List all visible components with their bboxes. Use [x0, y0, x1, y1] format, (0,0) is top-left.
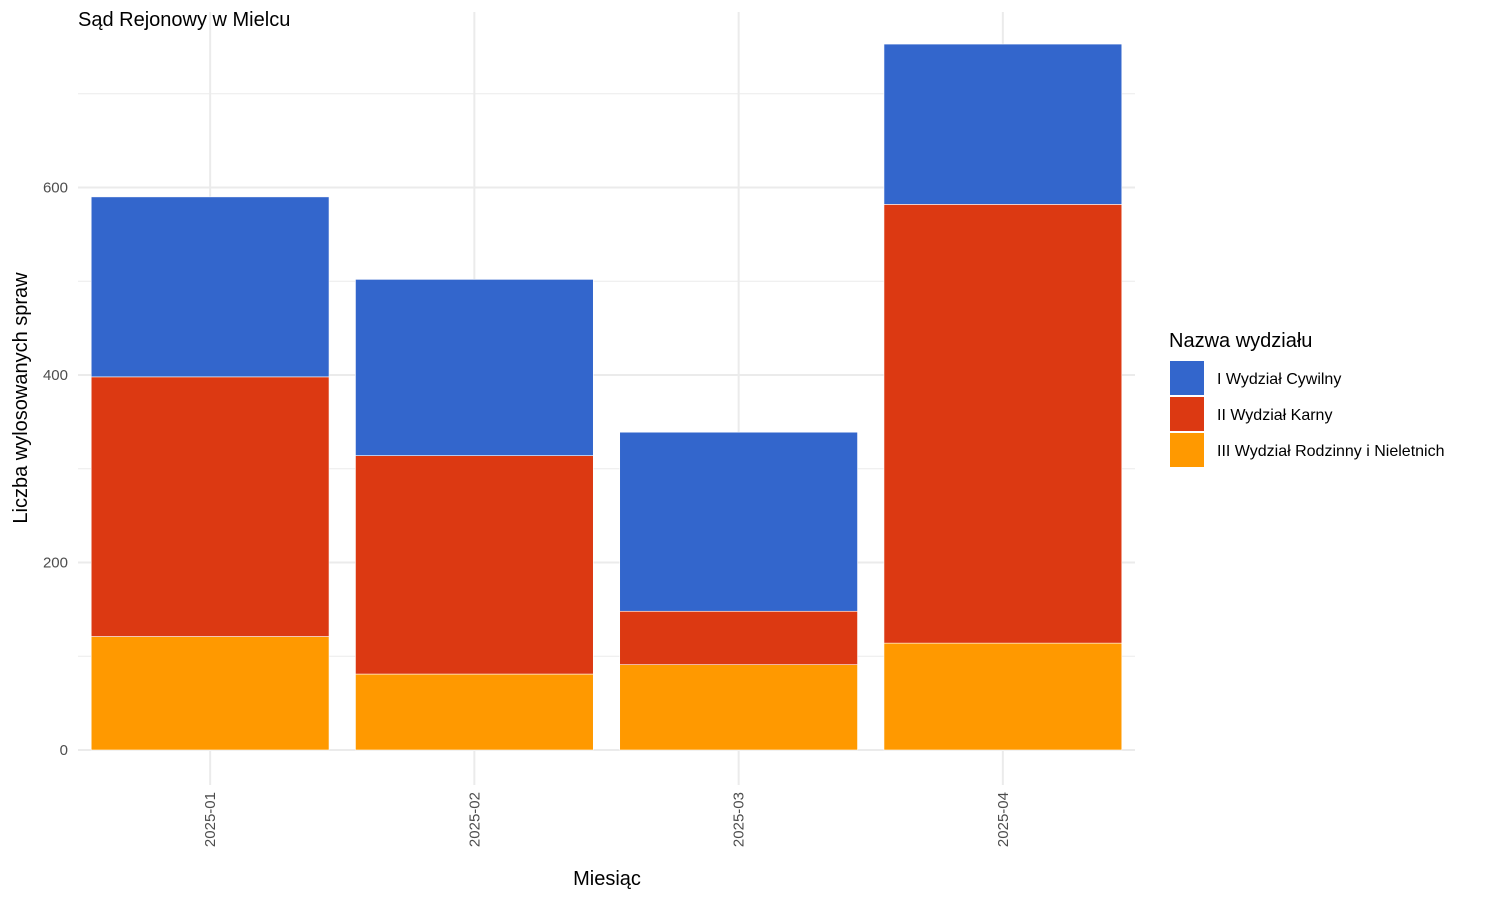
- legend-label: III Wydział Rodzinny i Nieletnich: [1217, 443, 1445, 460]
- bars: [90, 43, 1123, 751]
- bar-segment: [90, 196, 330, 378]
- chart-title: Sąd Rejonowy w Mielcu: [78, 9, 290, 31]
- bar-segment: [355, 455, 594, 675]
- legend-swatch: [1170, 361, 1204, 395]
- y-tick-label: 200: [43, 555, 68, 572]
- y-tick-label: 0: [60, 742, 68, 759]
- legend-swatch: [1170, 433, 1204, 467]
- legend-label: I Wydział Cywilny: [1217, 371, 1341, 388]
- bar-segment: [90, 376, 330, 637]
- legend: Nazwa wydziału I Wydział Cywilny II Wydzi…: [1169, 330, 1445, 467]
- bar-segment: [883, 642, 1123, 751]
- y-axis-title: Liczba wylosowanych spraw: [10, 272, 32, 524]
- x-tick-label: 2025-03: [731, 792, 748, 847]
- y-tick-label: 600: [43, 180, 68, 197]
- y-tick-label: 400: [43, 367, 68, 384]
- x-tick-label: 2025-01: [202, 792, 219, 847]
- bar-segment: [355, 279, 594, 456]
- bar-segment: [883, 43, 1123, 205]
- bar-segment: [619, 664, 858, 751]
- bar-segment: [90, 636, 330, 751]
- legend-label: II Wydział Karny: [1217, 407, 1332, 424]
- x-tick-label: 2025-04: [995, 792, 1012, 847]
- x-axis-ticks: 2025-01 2025-02 2025-03 2025-04: [202, 792, 1012, 847]
- bar-segment: [355, 673, 594, 751]
- bar-segment: [619, 431, 858, 612]
- x-tick-label: 2025-02: [466, 792, 483, 847]
- x-axis-title: Miesiąc: [573, 868, 641, 890]
- y-axis-ticks: 0 200 400 600: [43, 180, 68, 760]
- legend-title: Nazwa wydziału: [1169, 330, 1312, 352]
- bar-segment: [619, 610, 858, 665]
- legend-swatch: [1170, 397, 1204, 431]
- bar-segment: [883, 204, 1123, 644]
